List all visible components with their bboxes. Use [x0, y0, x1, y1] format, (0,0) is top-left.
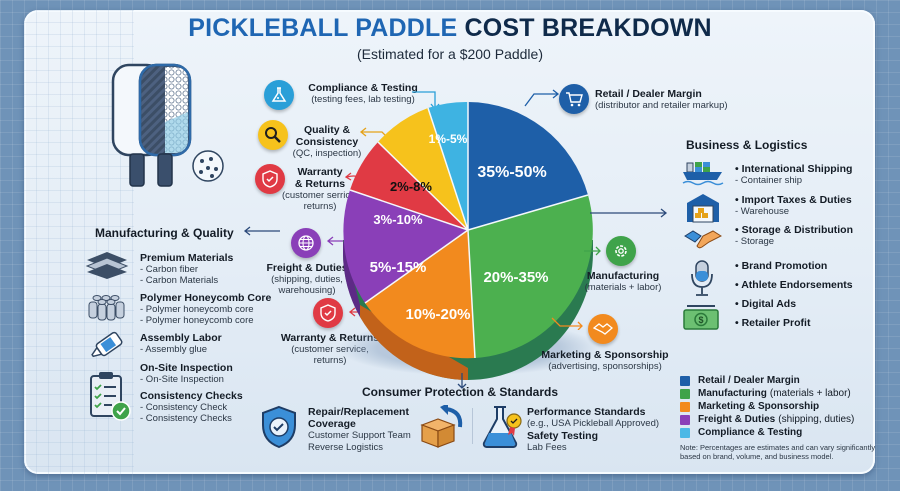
paddle-illustration-icon	[111, 63, 224, 187]
legend-item: Compliance & Testing	[680, 426, 875, 439]
slice-quality	[378, 108, 468, 230]
divider	[472, 408, 473, 444]
clipboard-icon	[90, 372, 131, 421]
biz-item-import-taxes: • Import Taxes & Duties - Warehouse	[735, 194, 852, 217]
svg-text:20%-35%: 20%-35%	[483, 269, 548, 286]
biz-item-athlete-endorsements: • Athlete Endorsements	[735, 279, 853, 291]
warehouse-icon	[687, 194, 719, 223]
legend-item: Freight & Duties (shipping, duties)	[680, 413, 875, 426]
svg-text:5%-15%: 5%-15%	[370, 259, 427, 276]
legend-item: Manufacturing (materials + labor)	[680, 387, 875, 400]
callout-freight: Freight & Duties (shipping, duties, ware…	[266, 262, 348, 296]
page-subtitle: (Estimated for a $200 Paddle)	[357, 46, 543, 62]
callout-warranty-top: Warranty & Returns (customer serrice, re…	[281, 166, 358, 212]
arrow-right-icon	[551, 317, 583, 330]
legend-item: Retail / Dealer Margin	[680, 374, 875, 387]
svg-text:3%-10%: 3%-10%	[373, 212, 423, 227]
shield-check-icon	[262, 405, 296, 449]
page-title: PICKLEBALL PADDLE COST BREAKDOWN	[188, 14, 712, 42]
handshake-icon	[684, 230, 723, 249]
honeycomb-icon	[88, 295, 125, 321]
money-icon: $	[683, 305, 719, 330]
magnifier-icon	[258, 120, 288, 150]
slice-manufacturing	[468, 195, 593, 358]
ship-icon	[682, 162, 724, 186]
legend-item: Marketing & Sponsorship	[680, 400, 875, 413]
flask-icon	[482, 406, 522, 448]
mfg-item-onsite-inspection: On-Site Inspection - On-Site Inspection	[140, 362, 233, 385]
arrow-down-icon	[457, 373, 467, 389]
biz-item-international-shipping: • International Shipping - Container shi…	[735, 163, 853, 186]
biz-item-digital-ads: • Digital Ads	[735, 298, 797, 310]
cart-icon	[559, 84, 589, 114]
shield-check-icon	[255, 164, 285, 194]
arrow-right-icon	[524, 89, 560, 107]
callout-compliance: Compliance & Testing (testing fees, lab …	[308, 82, 418, 105]
gear-icon	[606, 236, 636, 266]
shield-check-icon	[313, 298, 343, 328]
slice-marketing	[365, 230, 475, 359]
checkmark-icon	[111, 401, 131, 421]
biz-item-brand-promotion: • Brand Promotion	[735, 260, 828, 272]
svg-text:10%-20%: 10%-20%	[405, 306, 470, 323]
globe-icon	[291, 228, 321, 258]
callout-retail: Retail / Dealer Margin (distributor and …	[595, 88, 728, 111]
biz-item-retailer-profit: • Retailer Profit	[735, 317, 811, 329]
chart-legend: Retail / Dealer Margin Manufacturing (mat…	[680, 374, 875, 461]
legend-note: Note: Percentages are estimates and can …	[680, 443, 876, 461]
manufacturing-quality-heading: Manufacturing & Quality	[95, 226, 234, 240]
svg-text:1%-5%: 1%-5%	[429, 132, 468, 146]
biz-item-storage-distribution: • Storage & Distribution - Storage	[735, 224, 854, 247]
mfg-item-honeycomb-core: Polymer Honeycomb Core - Polymer honeyco…	[140, 292, 272, 326]
performance-standards-block: Performance Standards (e.g., USA Pickleb…	[527, 406, 660, 453]
svg-text:35%-50%: 35%-50%	[477, 164, 546, 181]
svg-text:2%-8%: 2%-8%	[390, 179, 432, 194]
microphone-icon	[691, 260, 713, 296]
consumer-protection-heading: Consumer Protection & Standards	[362, 385, 559, 399]
arrow-right-icon	[584, 246, 601, 256]
slice-freight	[343, 190, 468, 303]
mfg-item-assembly-labor: Assembly Labor - Assembly glue	[140, 332, 222, 355]
slice-retail	[468, 102, 588, 230]
callout-marketing: Marketing & Sponsorship (advertising, sp…	[541, 349, 669, 372]
svg-text:$: $	[698, 315, 703, 325]
mfg-item-consistency-checks: Consistency Checks - Consistency Check -…	[140, 390, 243, 424]
glue-icon	[91, 331, 123, 358]
callout-quality: Quality & Consistency (QC, inspection)	[292, 124, 362, 159]
badge-icon	[506, 413, 522, 429]
business-logistics-heading: Business & Logistics	[686, 138, 808, 152]
repair-replacement-block: Repair/Replacement Coverage Customer Sup…	[308, 406, 411, 453]
flask-icon	[264, 80, 294, 110]
arrow-left-icon	[243, 226, 280, 236]
layers-icon	[85, 252, 129, 279]
mfg-item-premium-materials: Premium Materials - Carbon fiber - Carbo…	[140, 252, 234, 286]
slice-warranty	[350, 142, 468, 230]
return-box-icon	[420, 405, 463, 448]
callout-manufacturing: Manufacturing (materials + labor)	[584, 270, 662, 293]
handshake-icon	[588, 314, 618, 344]
arrow-right-icon	[590, 208, 668, 218]
pie-chart: 35%-50% 20%-35% 10%-20% 5%-15% 3%-10% 2%…	[340, 101, 598, 381]
